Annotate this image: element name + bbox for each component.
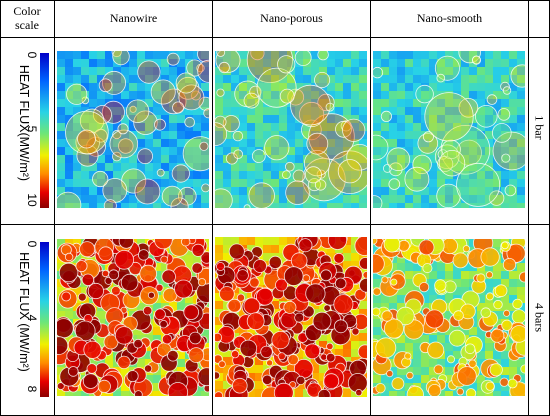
row-label-4-bars: 4 bars [532,303,547,332]
tick-row1-10: 10 [25,193,39,207]
panel-nanosmooth-4bars [373,239,525,396]
panel-nanosmooth-1bar [373,51,525,208]
header-color-scale: Color scale [13,4,41,32]
table-divider-1 [54,0,55,416]
tick-row2-0: 0 [25,240,39,248]
color-scale-row2: 0 4 8 HEAT FLUX (MW/m²) [0,225,54,415]
axis-label-row1: HEAT FLUX(MW/m²) [17,64,31,182]
color-scale-row1: 0 5 10 HEAT FLUX(MW/m²) [0,38,54,224]
tick-row1-0: 0 [25,51,39,59]
table-border-top [0,0,550,1]
header-nanowire: Nanowire [109,11,158,25]
table-divider-3 [370,0,371,416]
table-divider-2 [212,0,213,416]
panel-nanoporous-1bar [215,51,367,208]
header-nano-porous: Nano-porous [260,11,323,25]
panel-nanoporous-4bars [215,237,367,397]
table-divider-4 [528,0,529,416]
colorbar-row1 [40,53,49,208]
axis-label-row2: HEAT FLUX (MW/m²) [17,252,31,372]
panel-nanowire-4bars [57,239,209,396]
tick-row2-8: 8 [25,385,39,393]
header-nano-smooth: Nano-smooth [416,11,483,25]
panel-nanowire-1bar [57,51,209,208]
table-border-middle [0,224,550,225]
row-label-1-bar: 1 bar [532,115,547,140]
table-border-header [0,37,550,38]
table-border-left [0,0,1,416]
colorbar-row2 [40,242,49,397]
